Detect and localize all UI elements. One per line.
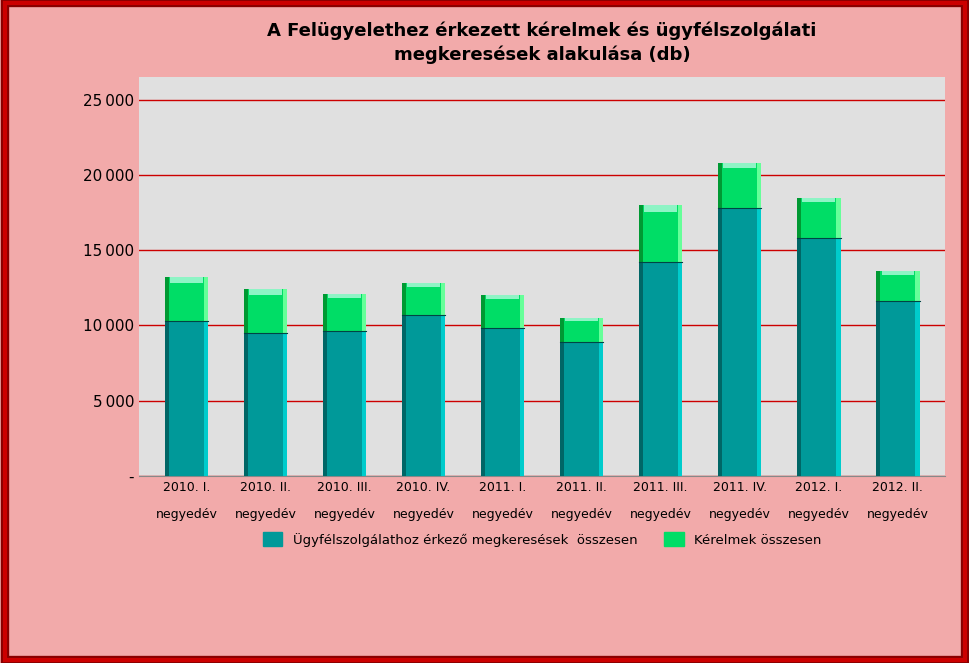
Bar xyxy=(249,289,281,294)
Bar xyxy=(717,163,722,208)
Bar xyxy=(283,333,287,476)
Bar xyxy=(283,289,287,333)
Bar xyxy=(717,208,722,476)
Bar xyxy=(323,332,327,476)
Bar xyxy=(243,333,287,476)
Bar xyxy=(835,198,840,238)
Bar xyxy=(639,205,682,263)
Bar xyxy=(599,318,603,342)
Bar xyxy=(165,277,207,321)
Legend: Ügyfélszolgálathoz érkező megkeresések  összesen, Kérelmek összesen: Ügyfélszolgálathoz érkező megkeresések ö… xyxy=(252,522,831,557)
Bar xyxy=(875,302,919,476)
Bar xyxy=(441,283,445,315)
Bar xyxy=(559,318,603,342)
Bar xyxy=(565,318,597,321)
Bar xyxy=(757,208,761,476)
Bar xyxy=(481,295,484,328)
Bar xyxy=(801,198,834,202)
Text: negyedév: negyedév xyxy=(313,508,375,521)
Bar xyxy=(328,294,360,298)
Bar xyxy=(639,205,642,263)
Bar xyxy=(797,198,840,238)
Bar xyxy=(481,328,524,476)
Bar xyxy=(875,302,880,476)
Bar xyxy=(165,321,207,476)
Bar xyxy=(481,295,524,328)
Bar xyxy=(915,271,919,302)
Text: negyedév: negyedév xyxy=(787,508,849,521)
Bar xyxy=(243,289,248,333)
Text: negyedév: negyedév xyxy=(629,508,691,521)
Bar xyxy=(643,205,676,212)
Bar xyxy=(401,315,406,476)
Bar xyxy=(407,283,439,287)
Bar xyxy=(401,283,406,315)
Bar xyxy=(519,295,524,328)
Bar xyxy=(519,328,524,476)
Bar xyxy=(639,263,682,476)
Bar xyxy=(757,163,761,208)
Title: A Felügyelethez érkezett kérelmek és ügyfélszolgálati
megkeresések alakulása (db: A Felügyelethez érkezett kérelmek és ügy… xyxy=(267,22,816,64)
Bar xyxy=(797,198,800,238)
Bar xyxy=(203,277,207,321)
Bar xyxy=(485,295,518,299)
Text: negyedév: negyedév xyxy=(550,508,612,521)
Bar xyxy=(401,283,445,315)
Bar xyxy=(639,263,642,476)
Bar xyxy=(915,302,919,476)
Text: negyedév: negyedév xyxy=(471,508,533,521)
Bar xyxy=(599,342,603,476)
Bar xyxy=(677,205,682,263)
Bar xyxy=(797,238,840,476)
Text: negyedév: negyedév xyxy=(708,508,770,521)
Bar xyxy=(717,163,761,208)
Text: negyedév: negyedév xyxy=(234,508,296,521)
Bar xyxy=(875,271,880,302)
Bar xyxy=(165,277,169,321)
Bar xyxy=(243,289,287,333)
Bar xyxy=(677,263,682,476)
Text: negyedév: negyedév xyxy=(155,508,217,521)
Bar xyxy=(881,271,913,275)
Bar xyxy=(717,208,761,476)
Text: negyedév: negyedév xyxy=(866,508,928,521)
Bar xyxy=(559,342,564,476)
Bar xyxy=(875,271,919,302)
Bar xyxy=(361,294,366,332)
Bar xyxy=(401,315,445,476)
Bar xyxy=(323,294,366,332)
Bar xyxy=(243,333,248,476)
Text: negyedév: negyedév xyxy=(392,508,453,521)
Bar xyxy=(797,238,800,476)
Bar xyxy=(170,277,203,282)
Bar xyxy=(361,332,366,476)
Bar xyxy=(723,163,755,168)
Bar xyxy=(559,318,564,342)
Bar xyxy=(165,321,169,476)
Bar xyxy=(203,321,207,476)
Bar xyxy=(835,238,840,476)
Bar xyxy=(441,315,445,476)
Bar xyxy=(323,332,366,476)
Bar xyxy=(323,294,327,332)
Bar xyxy=(559,342,603,476)
Bar xyxy=(481,328,484,476)
